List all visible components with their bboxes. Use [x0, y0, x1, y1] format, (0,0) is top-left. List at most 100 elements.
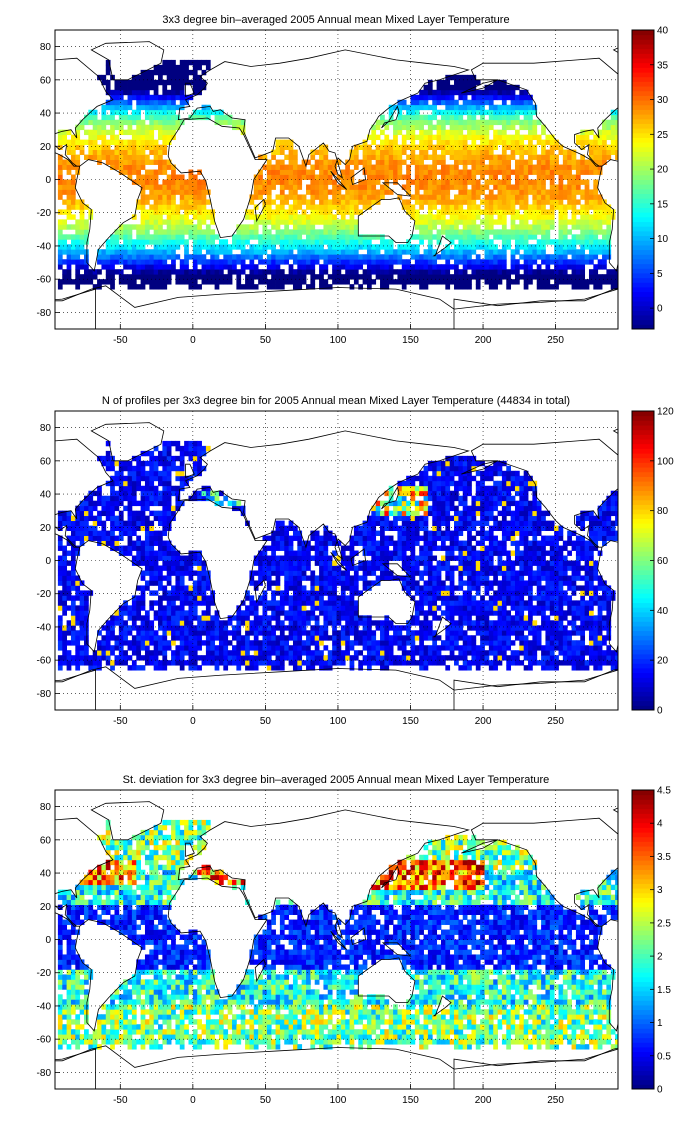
data-cell — [127, 154, 133, 160]
data-cell — [245, 640, 250, 646]
data-cell — [127, 84, 133, 91]
data-cell — [175, 89, 181, 96]
data-cell — [258, 625, 263, 631]
data-cell — [436, 159, 442, 165]
data-cell — [284, 224, 290, 230]
data-cell — [545, 600, 551, 606]
data-cell — [484, 630, 490, 636]
data-cell — [480, 129, 485, 136]
data-cell — [253, 244, 259, 250]
colorbar-band — [632, 254, 654, 260]
data-cell — [449, 264, 455, 270]
data-cell — [397, 254, 403, 260]
data-cell — [288, 214, 294, 220]
data-cell — [336, 184, 342, 190]
data-cell — [266, 264, 272, 270]
data-cell — [380, 655, 385, 661]
coastline — [470, 57, 618, 167]
data-cell — [493, 279, 498, 285]
data-cell — [606, 615, 612, 621]
data-cell — [588, 199, 594, 205]
data-cell — [97, 149, 102, 155]
data-cell — [406, 179, 411, 185]
data-cell — [388, 189, 394, 195]
data-cell — [414, 199, 420, 205]
data-cell — [523, 174, 529, 180]
data-cell — [110, 244, 115, 250]
data-cell — [384, 640, 390, 646]
data-cell — [258, 600, 263, 606]
data-cell — [153, 234, 159, 240]
data-cell — [440, 99, 446, 106]
data-cell — [419, 99, 424, 106]
data-cell — [519, 630, 525, 636]
data-cell — [454, 605, 459, 611]
data-cell — [175, 69, 181, 76]
data-cell — [123, 99, 128, 106]
data-cell — [580, 164, 586, 170]
data-cell — [366, 169, 372, 175]
data-cell — [571, 645, 577, 651]
data-cell — [471, 109, 477, 116]
data-cell — [615, 134, 618, 141]
data-cell — [319, 199, 324, 205]
data-cell — [362, 179, 368, 185]
data-cell — [188, 660, 194, 666]
data-cell — [475, 254, 481, 260]
data-cell — [292, 189, 298, 195]
data-cell — [375, 660, 381, 666]
data-cell — [210, 595, 216, 601]
data-cell — [445, 219, 451, 225]
data-cell — [436, 124, 442, 131]
data-cell — [536, 194, 542, 200]
data-cell — [523, 269, 529, 275]
data-cell — [449, 279, 455, 285]
data-cell — [179, 279, 185, 285]
data-cell — [432, 655, 438, 661]
data-cell — [371, 164, 377, 170]
data-cell — [501, 239, 507, 245]
data-cell — [319, 179, 324, 185]
data-cell — [484, 625, 490, 631]
data-cell — [158, 635, 163, 641]
data-cell — [380, 144, 385, 150]
data-cell — [223, 665, 229, 671]
data-cell — [588, 645, 594, 651]
panel-title: 3x3 degree bin–averaged 2005 Annual mean… — [162, 14, 509, 26]
data-cell — [480, 144, 485, 150]
data-cell — [279, 219, 285, 225]
data-cell — [554, 615, 559, 621]
data-cell — [144, 610, 150, 616]
data-cell — [510, 154, 516, 160]
data-cell — [388, 640, 394, 646]
data-cell — [440, 134, 446, 141]
data-cell — [144, 630, 150, 636]
data-cell — [554, 284, 559, 290]
data-cell — [253, 269, 259, 275]
data-cell — [514, 229, 520, 235]
data-cell — [475, 224, 481, 230]
data-cell — [144, 69, 150, 76]
data-cell — [427, 169, 433, 175]
data-cell — [454, 234, 459, 240]
data-cell — [593, 164, 599, 170]
data-cell — [458, 269, 464, 275]
data-cell — [84, 615, 89, 621]
data-cell — [184, 179, 189, 185]
data-cell — [284, 650, 290, 656]
data-cell — [140, 134, 146, 141]
data-cell — [467, 605, 472, 611]
data-cell — [292, 219, 298, 225]
data-cell — [75, 164, 81, 170]
data-cell — [345, 199, 350, 205]
data-cell — [275, 214, 281, 220]
data-cell — [332, 259, 337, 265]
data-cell — [602, 655, 607, 661]
data-cell — [488, 199, 494, 205]
colorbar-band — [632, 44, 654, 50]
data-cell — [288, 650, 294, 656]
data-cell — [57, 154, 63, 160]
data-cell — [123, 239, 128, 245]
data-cell — [240, 259, 246, 265]
data-cell — [510, 625, 516, 631]
